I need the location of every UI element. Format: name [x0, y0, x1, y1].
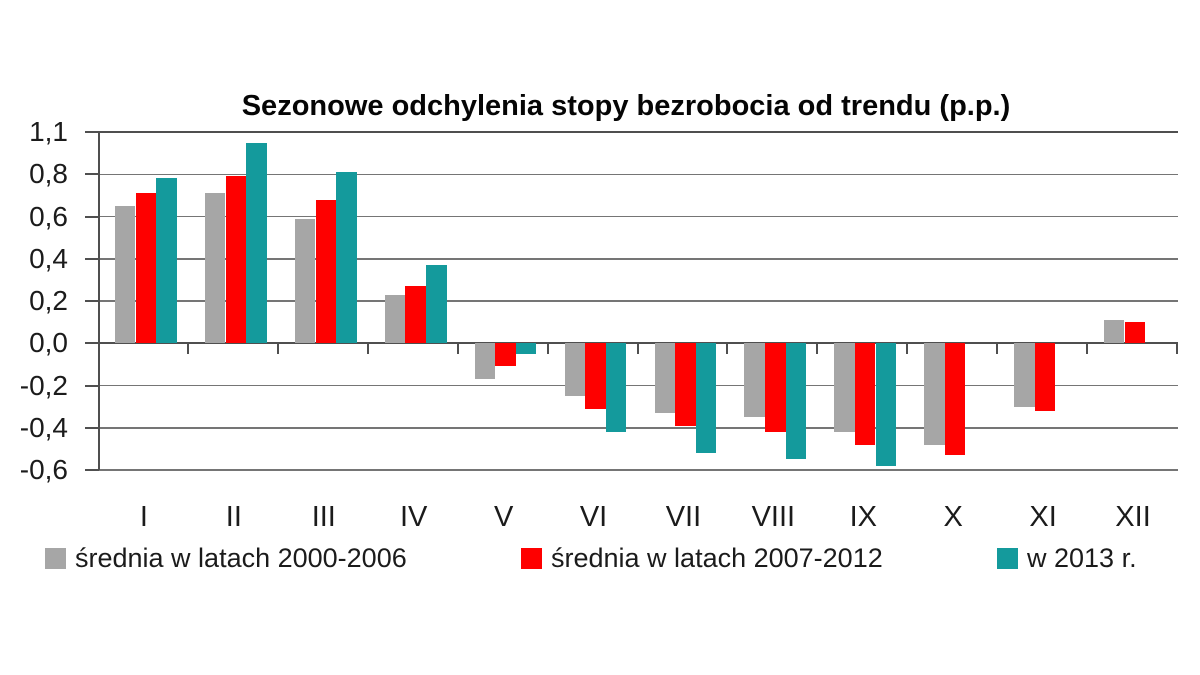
x-axis-label-III: III [311, 501, 336, 533]
bar-avg-2000-2006-XI [1014, 343, 1035, 407]
x-axis-tick [996, 343, 999, 355]
bar-avg-2007-2012-VI [585, 343, 606, 409]
x-axis-tick [1086, 343, 1089, 355]
y-axis-tick [85, 173, 99, 176]
x-axis-label-VIII: VIII [751, 501, 796, 533]
bar-y2013-I [156, 178, 177, 344]
legend-label-avg-2000-2006: średnia w latach 2000-2006 [75, 542, 407, 573]
y-axis-tick-label: 1,1 [29, 116, 68, 147]
y-axis-tick [85, 426, 99, 429]
x-axis-label-X: X [943, 501, 963, 533]
x-axis-label-V: V [493, 501, 514, 533]
bar-avg-2000-2006-X [924, 343, 945, 445]
bar-avg-2000-2006-VII [654, 343, 675, 413]
x-axis-tick [906, 343, 909, 355]
y-axis-tick-label: 0,4 [29, 242, 68, 274]
bar-avg-2007-2012-IV [405, 286, 426, 344]
legend-swatch-avg-2007-2012 [521, 547, 542, 569]
gridline [99, 173, 1178, 175]
legend-item-y2013: w 2013 r. [997, 542, 1137, 574]
bar-avg-2007-2012-VII [675, 343, 696, 426]
gridline [99, 258, 1178, 260]
x-axis-line [99, 342, 1178, 345]
bar-avg-2007-2012-X [944, 343, 966, 456]
x-axis-tick [636, 343, 639, 355]
x-axis-tick [546, 343, 549, 355]
legend-item-avg-2000-2006: średnia w latach 2000-2006 [45, 542, 407, 574]
y-axis-tick [85, 384, 99, 387]
x-axis-label-II: II [225, 501, 242, 533]
x-axis-label-XI: XI [1029, 501, 1057, 533]
x-axis-tick [726, 343, 729, 355]
gridline [99, 300, 1178, 302]
bar-avg-2007-2012-V [495, 343, 516, 367]
y-axis-tick-label: 0,6 [29, 200, 68, 232]
x-axis-tick [186, 343, 189, 355]
x-axis-tick [1176, 343, 1178, 355]
legend-item-avg-2007-2012: średnia w latach 2007-2012 [521, 542, 883, 574]
bar-avg-2007-2012-XII [1124, 322, 1146, 344]
bar-avg-2000-2006-VI [564, 343, 585, 397]
bar-avg-2000-2006-I [115, 205, 136, 344]
x-axis-label-XII: XII [1115, 501, 1151, 533]
gridline [99, 215, 1178, 218]
bar-avg-2000-2006-III [294, 218, 316, 344]
bar-avg-2007-2012-II [225, 176, 246, 344]
x-axis-tick [816, 343, 819, 355]
y-axis-tick-label: -0,4 [19, 411, 68, 443]
gridline [99, 469, 1178, 471]
y-axis-tick [85, 215, 99, 218]
bar-avg-2000-2006-XII [1104, 320, 1125, 344]
y-axis-tick-label: 0,0 [29, 327, 68, 359]
x-axis-tick [276, 343, 279, 355]
bar-avg-2007-2012-IX [855, 343, 876, 445]
gridline [99, 131, 1178, 133]
legend-swatch-y2013 [997, 547, 1018, 569]
bar-avg-2007-2012-III [315, 199, 336, 344]
y-axis-tick [85, 257, 99, 260]
y-axis-tick-label: -0,6 [19, 454, 68, 485]
y-axis-tick [85, 300, 99, 302]
legend-label-y2013: w 2013 r. [1027, 542, 1137, 573]
y-axis-tick [85, 342, 99, 345]
bar-avg-2000-2006-VIII [744, 343, 765, 418]
bar-y2013-VII [695, 343, 717, 454]
plot-area [99, 131, 1178, 471]
y-axis-tick [85, 131, 99, 133]
x-axis-label-VII: VII [665, 501, 702, 533]
y-axis-tick-label: -0,2 [19, 369, 68, 401]
y-axis-tick [85, 469, 99, 471]
bar-avg-2000-2006-II [204, 193, 226, 344]
bar-avg-2007-2012-XI [1034, 343, 1056, 411]
bar-y2013-VI [605, 343, 627, 432]
legend-swatch-avg-2000-2006 [45, 547, 66, 569]
chart-title: Sezonowe odchylenia stopy bezrobocia od … [241, 90, 1011, 122]
x-axis-label-VI: VI [579, 501, 608, 533]
bar-y2013-IX [875, 343, 897, 466]
bar-y2013-III [336, 172, 357, 344]
bar-y2013-II [246, 142, 267, 344]
y-axis-tick-label: 0,8 [29, 158, 68, 190]
bar-y2013-VIII [785, 343, 807, 460]
x-axis-tick [366, 343, 369, 355]
x-axis-label-IV: IV [400, 501, 428, 533]
bar-avg-2000-2006-IX [834, 343, 855, 432]
bar-y2013-IV [426, 265, 447, 344]
legend-label-avg-2007-2012: średnia w latach 2007-2012 [551, 542, 883, 573]
x-axis-label-I: I [139, 501, 148, 533]
gridline [99, 427, 1178, 429]
y-axis-tick-label: 0,2 [29, 285, 68, 316]
y-axis-line [98, 132, 100, 470]
x-axis-label-IX: IX [849, 501, 877, 533]
bar-avg-2000-2006-V [474, 343, 496, 380]
x-axis-tick [456, 343, 459, 355]
bar-avg-2007-2012-VIII [765, 343, 786, 432]
bar-y2013-V [516, 343, 537, 354]
bar-avg-2007-2012-I [135, 193, 157, 344]
bar-avg-2000-2006-IV [384, 294, 406, 344]
gridline [99, 384, 1178, 387]
